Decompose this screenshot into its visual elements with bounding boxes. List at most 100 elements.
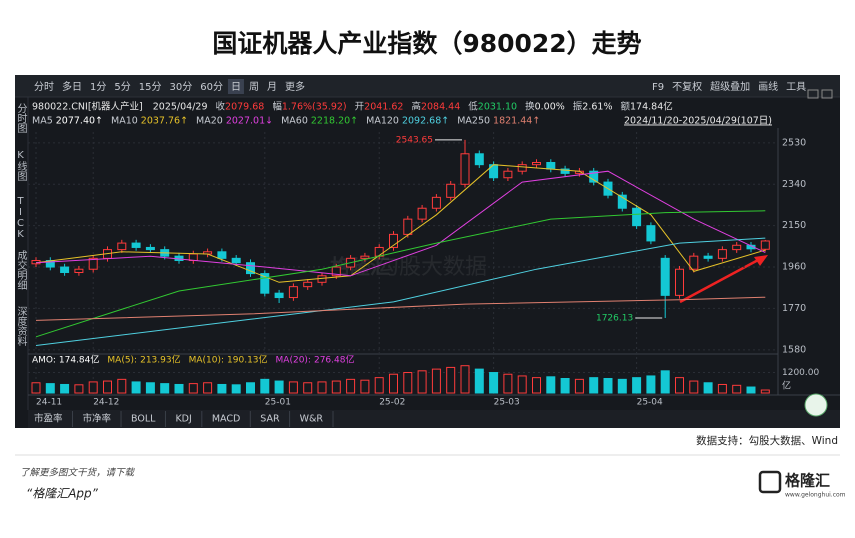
volume-bar [632,377,642,394]
field-value: 1.76%(35.92) [282,102,347,113]
sidebar-item[interactable]: 深度资料 [15,306,27,347]
sidebar-item[interactable]: 成交明细 [15,250,27,290]
candle-body [503,170,513,179]
sidebar-item[interactable]: 分时图 [15,103,27,134]
candle-body [74,268,84,273]
volume-bar [703,382,713,394]
field-value: 2031.10 [478,102,517,113]
volume-bar [217,383,227,394]
volume-bar [188,383,198,394]
volume-bar [760,389,770,394]
candle-body [246,262,255,275]
candle-body [88,257,98,270]
volume-unit: 亿 [782,380,791,392]
candle-body [732,244,742,251]
indicator-tab[interactable]: KDJ [175,414,191,425]
period-tab[interactable]: 1分 [90,81,106,93]
period-selected[interactable] [227,79,244,94]
candle-body [417,207,427,220]
tool-button[interactable]: 超级叠加 [710,80,750,93]
period-tab[interactable]: 更多 [285,80,305,93]
volume-bar [546,376,556,394]
period-tab[interactable]: 30分 [169,81,192,93]
date: 2025/04/29 [153,102,208,113]
app-icon[interactable] [804,393,828,417]
indicator-tab[interactable]: SAR [260,414,280,425]
window-icon[interactable] [807,89,819,99]
volume-bar [331,380,341,394]
candle-body [145,246,155,251]
volume-bar [174,383,184,394]
indicator-tab[interactable]: 市盈率 [34,413,63,425]
volume-bar [446,366,456,394]
candle-body [689,255,699,270]
volume-bar [260,378,270,394]
volume-bar [346,378,356,394]
period-tab[interactable]: 分时 [34,81,54,93]
tool-button[interactable]: F9 [652,82,664,93]
field-label: 换 [525,101,535,113]
ma-label: MA5 [32,116,53,127]
volume-tick-label: 1200.00 [782,368,819,378]
field-label: 振 [573,101,583,113]
sidebar-item[interactable]: K线图 [15,150,27,182]
ma-line [35,164,766,283]
indicator-tab[interactable]: MACD [212,414,240,425]
period-tab[interactable]: 日 [231,82,241,93]
candle-body [446,183,456,198]
period-tab[interactable]: 月 [267,81,277,93]
annotation: 1726.13 [596,313,633,323]
candle-body [331,266,341,277]
period-tab[interactable]: 周 [249,81,259,93]
volume-bar [288,381,298,394]
period-tab[interactable]: 15分 [139,81,162,93]
field-value: 2041.62 [364,102,403,113]
tool-button[interactable]: 工具 [786,81,806,93]
ma-value: 2077.40↑ [56,116,103,127]
tab-bar [28,410,840,428]
ma-line [35,296,766,321]
candle-body [517,164,527,172]
volume-bar [474,368,484,394]
candle-body [374,246,384,257]
indicator-tab[interactable]: 市净率 [83,413,112,425]
candle-body [560,168,570,174]
ma-value: 1821.44↑ [493,116,540,127]
candle-body [632,207,642,227]
period-tab[interactable]: 60分 [200,81,223,93]
volume-bar [532,377,541,394]
candle-body [617,194,627,209]
annotation: 2543.65 [396,135,433,145]
indicator-tab[interactable]: BOLL [131,414,156,425]
candle-body [217,251,227,259]
ma-label: MA20 [196,116,223,127]
volume-bar [403,372,413,394]
logo-url: www.gelonghui.com [785,492,846,499]
ma-label: MA120 [366,116,399,127]
volume-bar [317,381,327,394]
period-tab[interactable]: 多日 [62,80,82,93]
y-tick-label: 2340 [782,179,806,190]
volume-bar [675,377,684,394]
volume-bar [717,383,727,394]
window-icon[interactable] [821,89,833,99]
candle-body [431,196,441,209]
date-range: 2024/11/20-2025/04/29(107日) [624,116,772,127]
tool-button[interactable]: 画线 [758,80,778,93]
tool-button[interactable]: 不复权 [672,80,702,93]
volume-bar [732,384,742,394]
period-tab[interactable]: 5分 [114,81,130,93]
source: 数据支持：勾股大数据、Wind [696,434,838,447]
candle-body [675,268,684,296]
footer-app: “格隆汇App” [26,487,99,501]
candle-body [274,292,284,299]
y-tick-label: 2530 [782,137,806,148]
sidebar-item[interactable]: TICK [15,196,26,240]
ma-line [35,210,766,338]
candle-body [660,257,670,296]
candle-body [389,233,398,248]
volume-legend-value: 276.48亿 [314,354,355,366]
volume-bar [45,383,55,394]
indicator-tab[interactable]: W&R [300,414,324,425]
